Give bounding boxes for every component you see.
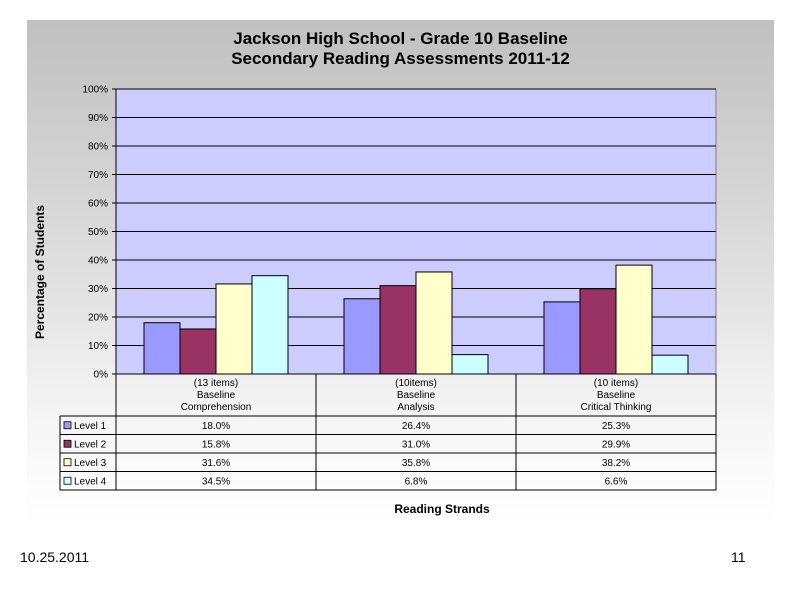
table-value: 26.4% — [402, 421, 430, 432]
bar — [143, 322, 181, 375]
bar — [251, 275, 289, 375]
category-label: (13 items) — [194, 378, 238, 389]
chart-title-line-1: Jackson High School - Grade 10 Baseline — [233, 29, 568, 48]
bar — [543, 301, 581, 375]
legend-label: Level 2 — [74, 439, 107, 450]
table-value: 15.8% — [202, 439, 230, 450]
y-tick-label: 70% — [88, 170, 108, 181]
category-label: (10items) — [395, 378, 437, 389]
category-label: Analysis — [397, 402, 434, 413]
table-value: 18.0% — [202, 421, 230, 432]
chart-title: Jackson High School - Grade 10 Baseline … — [27, 29, 774, 69]
chart-panel: Jackson High School - Grade 10 Baseline … — [27, 20, 774, 525]
category-label: (10 items) — [594, 378, 638, 389]
legend-label: Level 4 — [74, 476, 107, 487]
y-tick-label: 30% — [88, 284, 108, 295]
y-tick-label: 40% — [88, 256, 108, 267]
bar — [379, 285, 417, 375]
chart-svg: 0% 10% 20% 30% 40% 50% 60% 70% 80% 90% 100% (13 ite… — [59, 85, 717, 491]
y-tick-label: 20% — [88, 313, 108, 324]
legend-swatch — [63, 476, 72, 485]
y-tick-label: 10% — [88, 341, 108, 352]
bar — [415, 271, 453, 375]
bar — [215, 283, 253, 375]
table-value: 6.8% — [405, 476, 428, 487]
bar — [579, 288, 617, 375]
legend-label: Level 1 — [74, 421, 107, 432]
page-number: 11 — [731, 549, 746, 565]
y-tick-label: 50% — [88, 227, 108, 238]
legend-label: Level 3 — [74, 458, 107, 469]
table-value: 31.6% — [202, 458, 230, 469]
legend-swatch — [63, 421, 72, 430]
y-tick-label: 100% — [82, 85, 108, 96]
table-value: 34.5% — [202, 476, 230, 487]
category-label: Comprehension — [181, 402, 252, 413]
table-value: 35.8% — [402, 458, 430, 469]
legend-swatch — [63, 439, 72, 448]
category-label: Baseline — [197, 390, 236, 401]
y-tick-label: 80% — [88, 142, 108, 153]
table-value: 29.9% — [602, 439, 630, 450]
bar — [179, 328, 217, 375]
footer-date: 10.25.2011 — [20, 549, 90, 565]
y-tick-label: 60% — [88, 199, 108, 210]
y-axis-label: Percentage of Students — [33, 204, 47, 340]
x-axis-label: Reading Strands — [394, 502, 490, 516]
chart-title-line-2: Secondary Reading Assessments 2011-12 — [231, 49, 570, 68]
table-value: 25.3% — [602, 421, 630, 432]
bar — [343, 298, 381, 375]
bar — [651, 354, 689, 375]
category-label: Critical Thinking — [581, 402, 652, 413]
y-tick-label: 0% — [94, 370, 109, 381]
table-value: 38.2% — [602, 458, 630, 469]
bar — [615, 264, 653, 375]
y-tick-label: 90% — [88, 113, 108, 124]
table-value: 31.0% — [402, 439, 430, 450]
table-value: 6.6% — [605, 476, 628, 487]
category-label: Baseline — [597, 390, 636, 401]
legend-swatch — [63, 458, 72, 467]
category-label: Baseline — [397, 390, 436, 401]
bar — [451, 354, 489, 375]
